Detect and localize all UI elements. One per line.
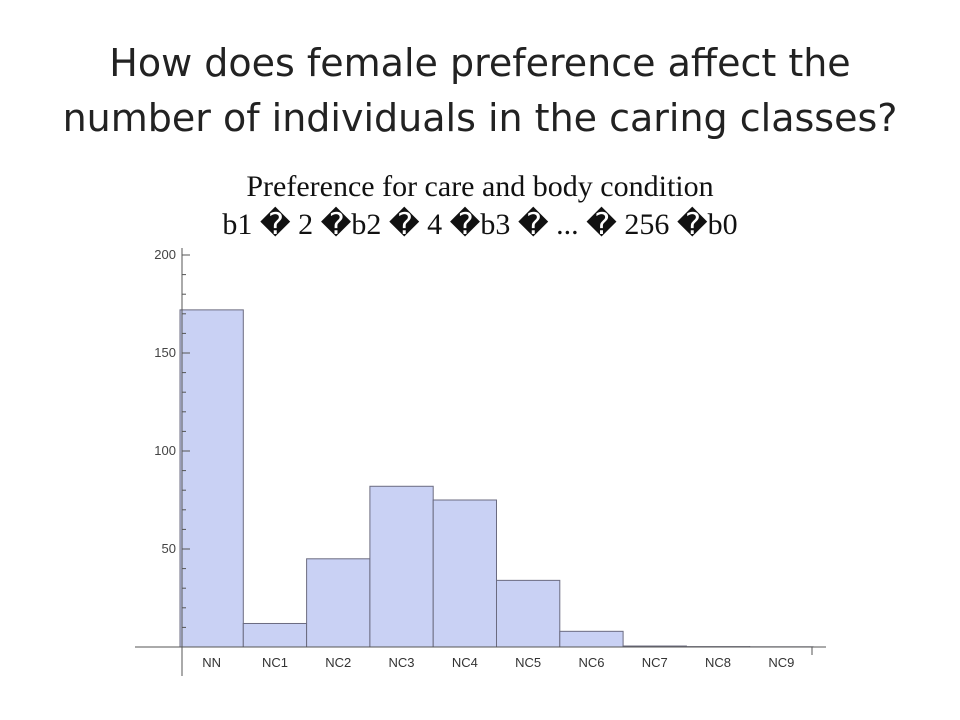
y-tick-label-200: 200 — [154, 247, 176, 262]
y-tick-label-50: 50 — [162, 541, 176, 556]
chart-title: Preference for care and body condition — [246, 170, 714, 203]
y-tick-label-100: 100 — [154, 443, 176, 458]
bar-nc3 — [369, 485, 434, 648]
bar-nn — [179, 309, 244, 648]
x-tick-label-nc8: NC8 — [705, 655, 731, 670]
x-tick-label-nc2: NC2 — [325, 655, 351, 670]
x-tick-label-nc7: NC7 — [642, 655, 668, 670]
slide-title-line-2: number of individuals in the caring clas… — [62, 96, 898, 140]
bars-group — [179, 309, 814, 648]
x-tick-label-nc9: NC9 — [768, 655, 794, 670]
slide-title-line-1: How does female preference affect the — [109, 41, 851, 85]
bar-nc6 — [559, 630, 624, 648]
x-tick-label-nn: NN — [202, 655, 221, 670]
x-tick-label-nc4: NC4 — [452, 655, 478, 670]
y-tick-label-150: 150 — [154, 345, 176, 360]
x-tick-label-nc3: NC3 — [389, 655, 415, 670]
x-tick-label-nc5: NC5 — [515, 655, 541, 670]
chart-title-block: Preference for care and body condition b… — [180, 168, 780, 244]
bar-nc2 — [306, 558, 371, 648]
chart-subtitle: b1 � 2 �b2 � 4 �b3 � ... � 256 �b0 — [222, 208, 738, 241]
axes-group — [135, 248, 826, 676]
bar-nc4 — [432, 499, 498, 648]
bar-nc5 — [496, 579, 561, 648]
slide-title: How does female preference affect the nu… — [0, 36, 960, 146]
bar-nc1 — [242, 622, 308, 648]
x-tick-label-nc1: NC1 — [262, 655, 288, 670]
x-tick-label-nc6: NC6 — [578, 655, 604, 670]
x-labels-group: NN NC1 NC2 NC3 NC4 NC5 NC6 NC7 NC8 NC9 — [202, 655, 794, 670]
y-ticks-group: 50 100 150 200 — [154, 247, 190, 628]
